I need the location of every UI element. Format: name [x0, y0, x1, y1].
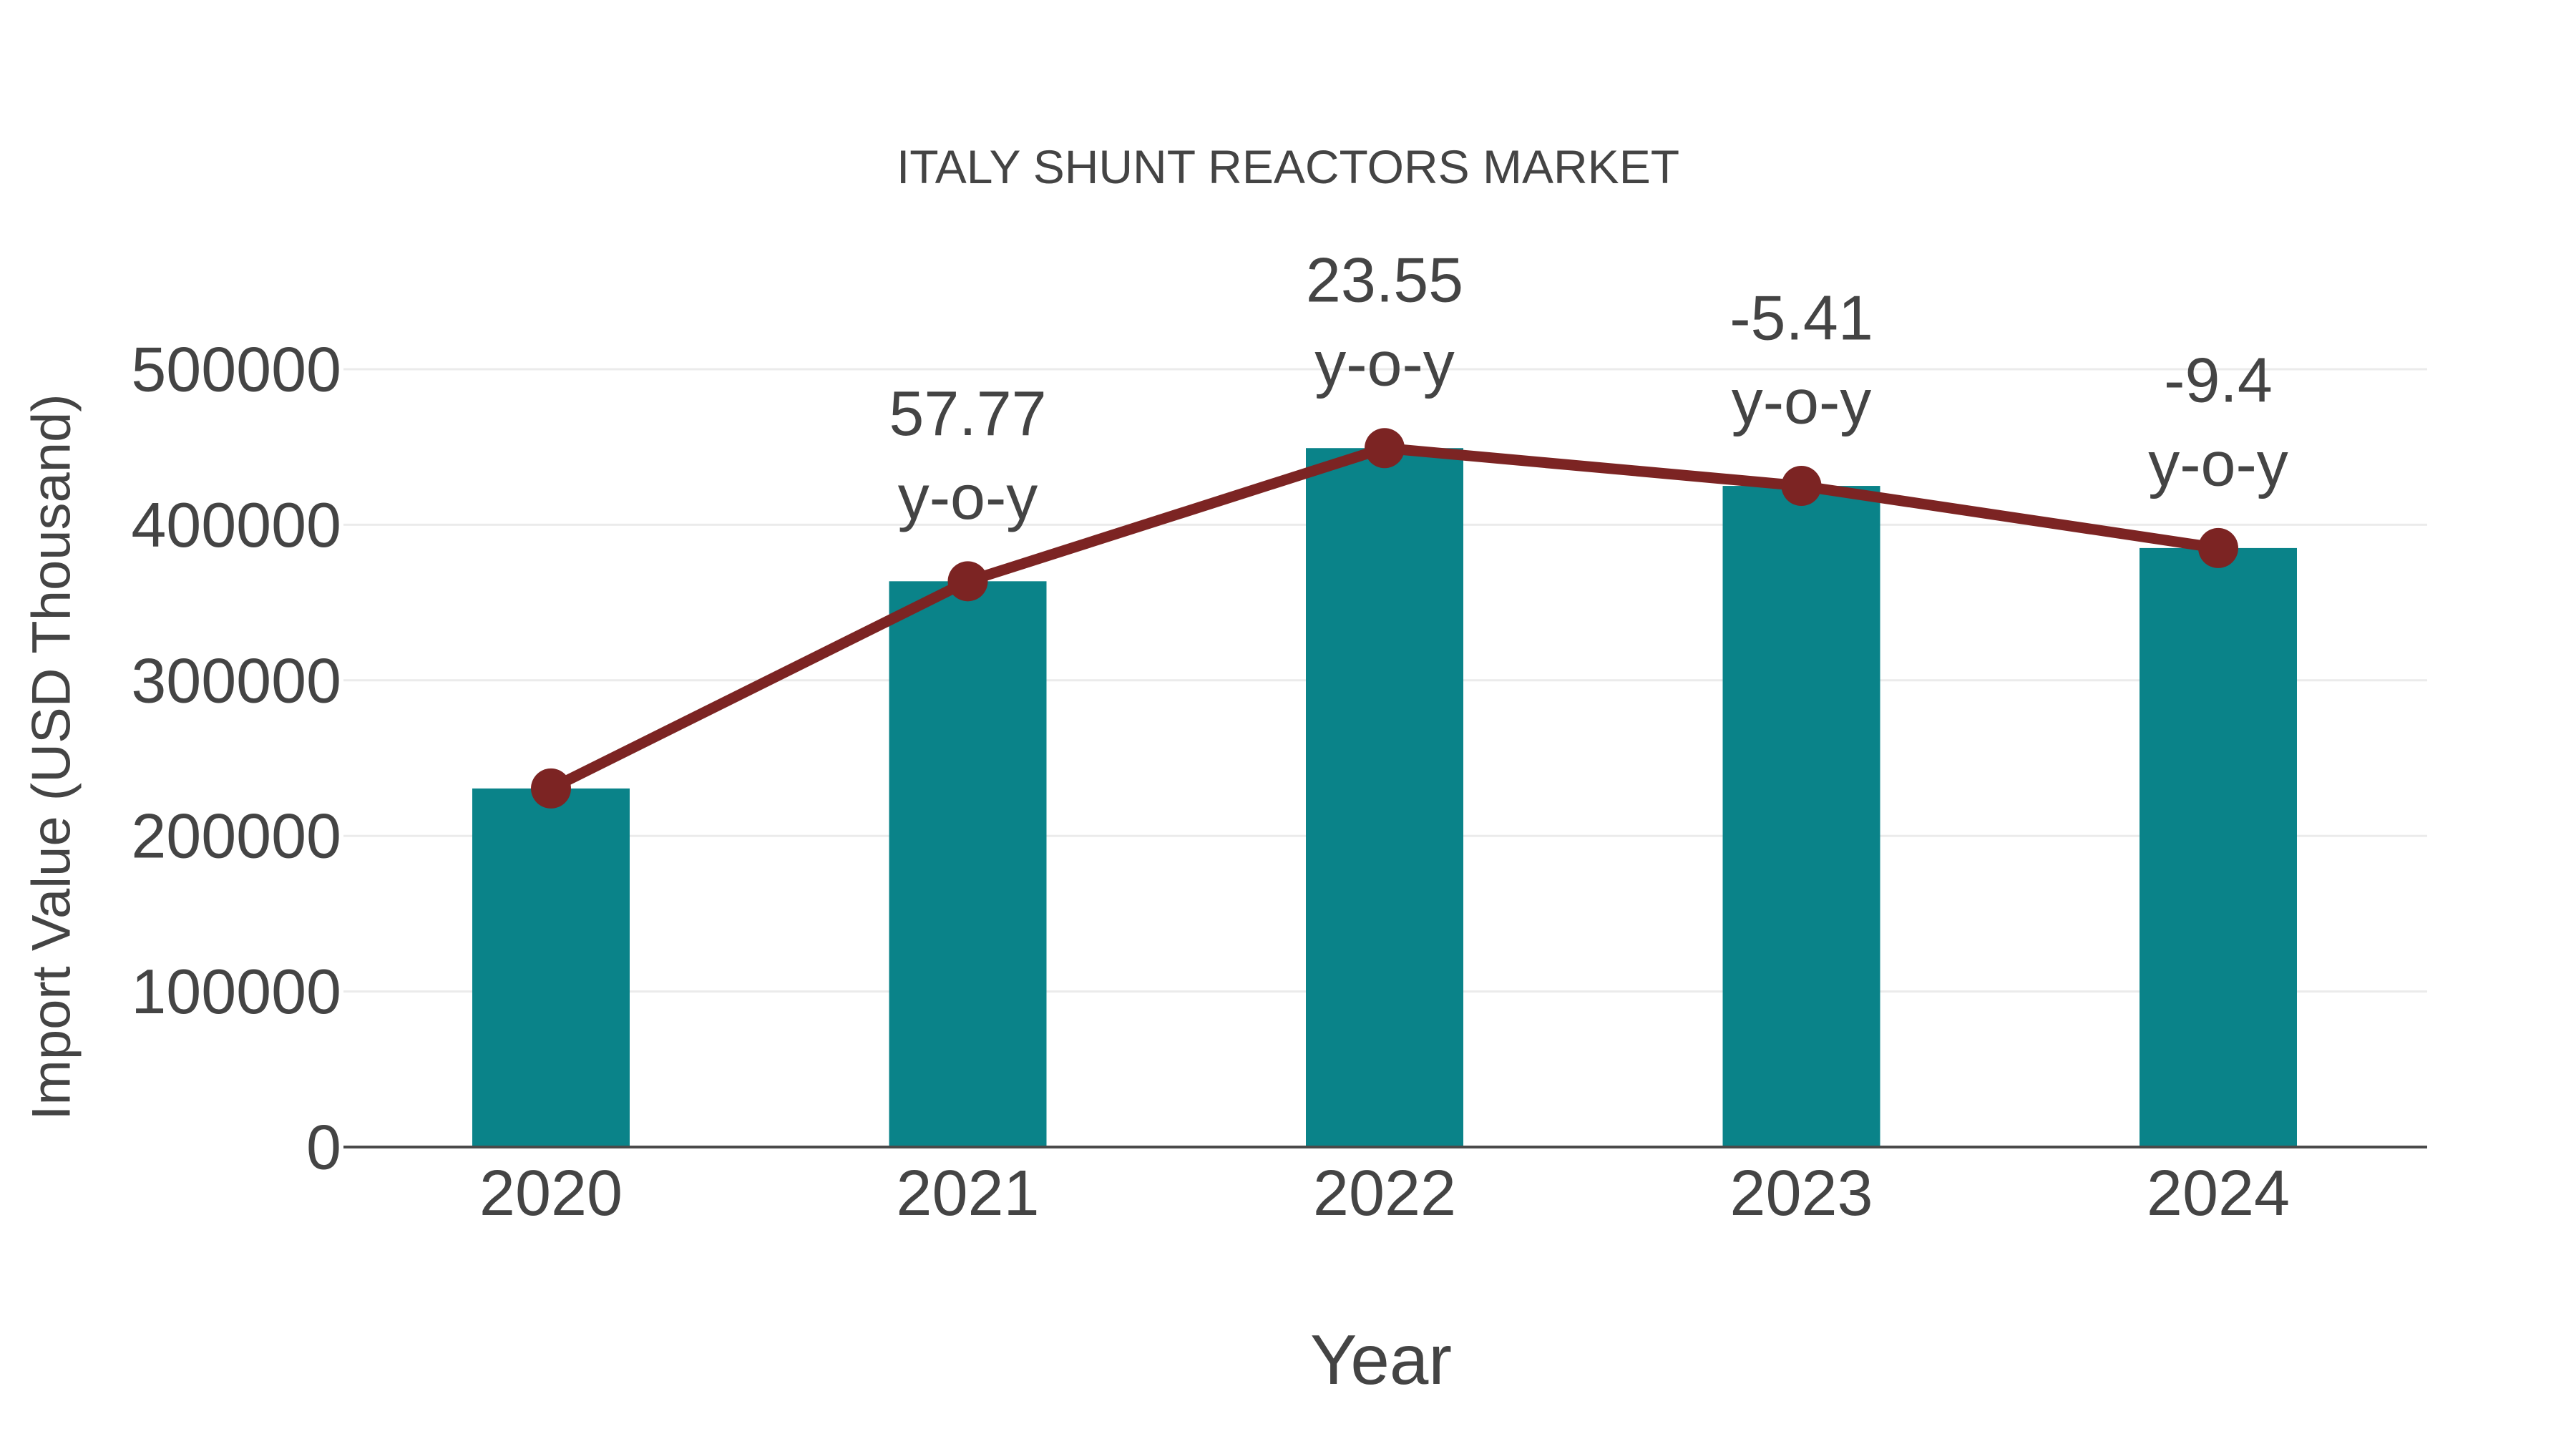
x-tick-label-2023: 2023	[1729, 1158, 1873, 1229]
y-tick-label-200000: 200000	[131, 801, 341, 872]
x-tick-label-2024: 2024	[2147, 1158, 2290, 1229]
annotation-suffix-2024: y-o-y	[2148, 428, 2288, 499]
x-tick-labels-group: 2020 2021 2022 2023 2024	[479, 1158, 2290, 1229]
annotation-value-2023: -5.41	[1729, 283, 1873, 353]
trend-marker-2024	[2198, 527, 2238, 568]
y-tick-label-400000: 400000	[131, 489, 341, 560]
chart-title: ITALY SHUNT REACTORS MARKET	[897, 140, 1679, 193]
x-axis-title: Year	[1310, 1320, 1452, 1399]
y-tick-label-0: 0	[306, 1112, 341, 1183]
annotations-group: 57.77 y-o-y 23.55 y-o-y -5.41 y-o-y -9.4 y-o-y	[889, 245, 2288, 532]
annotation-suffix-2021: y-o-y	[898, 462, 1038, 532]
trend-marker-2022	[1365, 428, 1405, 469]
trend-marker-2021	[947, 561, 988, 602]
bars-group	[472, 448, 2297, 1147]
y-tick-label-300000: 300000	[131, 645, 341, 716]
y-tick-label-100000: 100000	[131, 956, 341, 1027]
annotation-value-2022: 23.55	[1306, 245, 1463, 316]
bar-2022	[1306, 448, 1463, 1147]
trend-marker-2023	[1781, 466, 1822, 507]
annotation-value-2021: 57.77	[889, 378, 1046, 449]
y-tick-label-500000: 500000	[131, 334, 341, 405]
x-tick-label-2022: 2022	[1313, 1158, 1456, 1229]
annotation-value-2024: -9.4	[2164, 344, 2273, 415]
bar-2021	[889, 581, 1047, 1147]
bar-2024	[2140, 547, 2297, 1147]
x-tick-label-2020: 2020	[479, 1158, 623, 1229]
annotation-suffix-2023: y-o-y	[1732, 366, 1872, 437]
trend-marker-2020	[531, 768, 571, 809]
bar-2023	[1722, 486, 1880, 1147]
y-axis-title: Import Value (USD Thousand)	[21, 394, 82, 1120]
bar-2020	[472, 788, 630, 1147]
trendline-group	[531, 428, 2238, 809]
y-tick-labels-group: 0 100000 200000 300000 400000 500000	[131, 334, 341, 1183]
annotation-suffix-2022: y-o-y	[1314, 328, 1455, 399]
x-tick-label-2021: 2021	[896, 1158, 1039, 1229]
